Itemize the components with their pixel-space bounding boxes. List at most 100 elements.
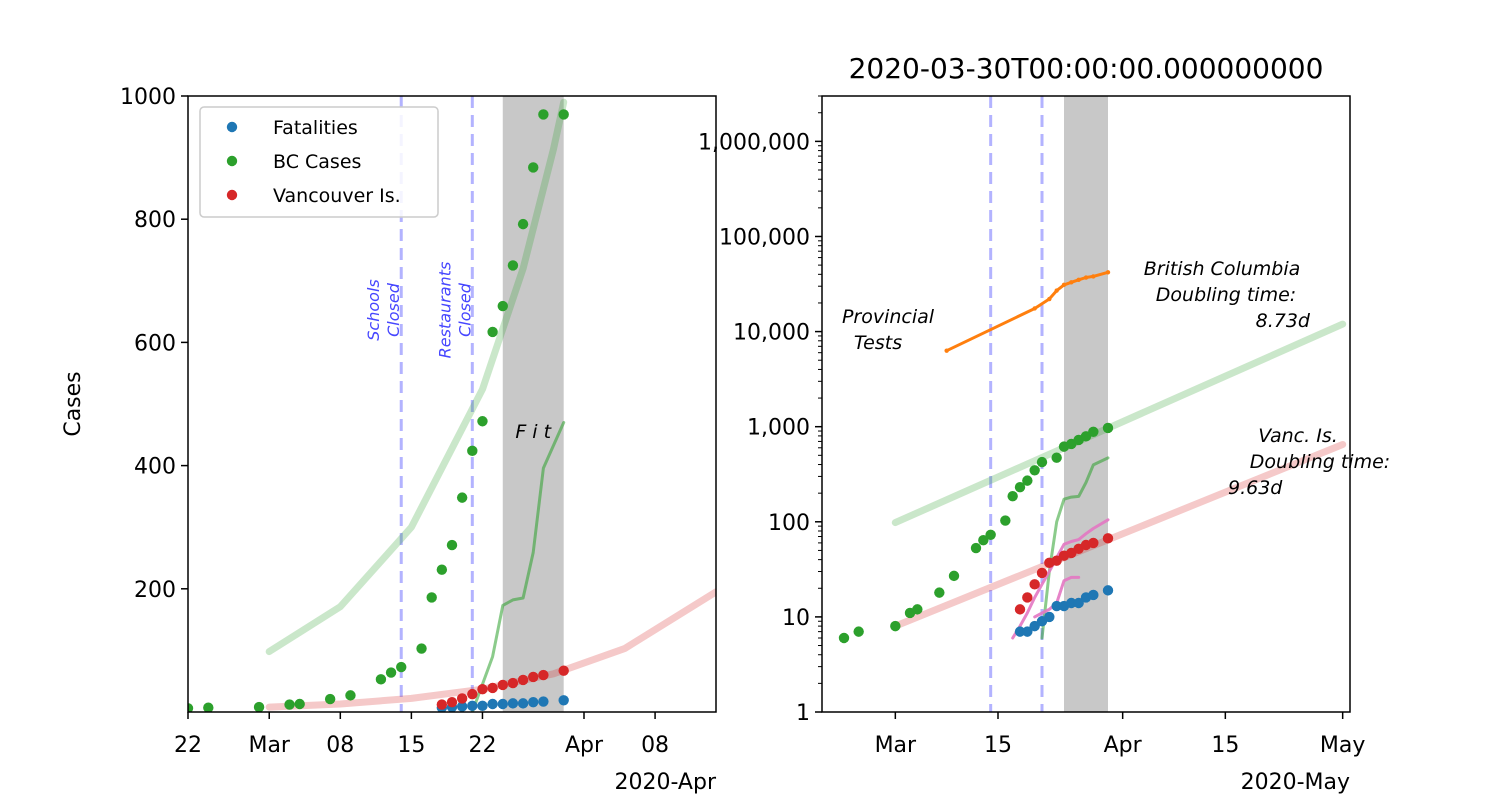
y-tick-label: 10,000 — [733, 321, 810, 346]
axes-frame — [187, 95, 717, 713]
data-point-fatalities — [1044, 611, 1055, 623]
y-tick-label: 100 — [768, 511, 810, 536]
data-point-bc-cases — [1029, 465, 1040, 476]
x-tick-label: 15 — [984, 733, 1012, 758]
tests-line — [945, 270, 1110, 353]
data-point-bc-cases — [528, 162, 539, 173]
data-point-bc-cases — [284, 699, 295, 710]
data-point-vancouver-is — [1029, 579, 1040, 590]
legend-marker — [226, 189, 238, 201]
legend-label: Vancouver Is. — [273, 185, 401, 207]
data-point-fatalities — [528, 696, 539, 708]
data-point-bc-cases — [477, 416, 488, 427]
data-point-bc-cases — [375, 674, 387, 685]
data-point-bc-cases — [456, 492, 468, 503]
legend-marker — [226, 121, 238, 133]
data-point-fatalities — [1102, 585, 1114, 596]
data-point-fatalities — [1066, 597, 1077, 609]
data-point-bc-cases — [487, 326, 498, 338]
data-point-bc-cases — [912, 604, 923, 615]
data-point-fatalities — [1088, 589, 1099, 601]
tests-point — [1091, 274, 1096, 279]
data-point-vancouver-is — [1014, 604, 1026, 615]
fit-line — [891, 441, 1347, 630]
data-point-fatalities — [517, 698, 529, 709]
data-point-bc-cases — [517, 218, 529, 230]
data-point-vancouver-is — [538, 669, 549, 681]
data-point-vancouver-is — [1022, 592, 1033, 603]
data-point-bc-cases — [203, 702, 214, 712]
tests-point — [1083, 275, 1089, 280]
event-label-line: Restaurants — [435, 262, 454, 359]
data-point-bc-cases — [1014, 482, 1026, 493]
bc-doubling-annotation: Doubling time: — [1156, 284, 1296, 306]
data-point-bc-cases — [985, 529, 996, 540]
plot-area — [188, 96, 716, 712]
data-point-bc-cases — [345, 690, 356, 701]
data-point-bc-cases — [1088, 426, 1099, 437]
data-point-bc-cases — [188, 703, 194, 712]
x-tick-label: 08 — [326, 733, 354, 758]
data-point-fatalities — [1073, 597, 1084, 609]
data-point-fatalities — [477, 700, 488, 712]
data-point-bc-cases — [436, 564, 448, 575]
data-point-vancouver-is — [467, 688, 478, 700]
data-point-vancouver-is — [497, 679, 508, 691]
data-point-bc-cases — [853, 626, 864, 637]
data-point-bc-cases — [385, 667, 397, 678]
tests-point — [1076, 277, 1081, 283]
data-point-fatalities — [558, 695, 569, 706]
legend-marker — [226, 155, 238, 167]
legend-label: Fatalities — [273, 117, 358, 139]
x-tick-label: May — [1320, 733, 1365, 758]
x-tick-label: Mar — [248, 733, 290, 758]
data-point-vancouver-is — [477, 684, 488, 695]
data-point-fatalities — [1014, 626, 1026, 637]
data-point-fatalities — [497, 698, 508, 710]
data-point-bc-cases — [1036, 456, 1048, 468]
data-point-bc-cases — [970, 542, 982, 554]
data-point-bc-cases — [1000, 515, 1011, 526]
tests-annotation: Tests — [854, 332, 902, 354]
legend-box — [199, 106, 439, 218]
data-point-bc-cases — [558, 109, 569, 120]
y-tick-label: 100,000 — [719, 225, 810, 250]
data-point-vancouver-is — [1036, 567, 1048, 579]
y-tick-label: 10 — [782, 606, 810, 631]
x-tick-label: Apr — [1104, 733, 1143, 758]
data-point-bc-cases — [253, 701, 265, 712]
trend-line — [470, 421, 566, 712]
tests-point — [1105, 270, 1111, 275]
data-point-bc-cases — [838, 632, 850, 644]
y-tick-label: 600 — [134, 331, 176, 356]
tests-point — [1032, 306, 1037, 311]
data-point-vancouver-is — [487, 682, 498, 694]
panel-left: 22 Mar 08 15 22 Apr 08 2020-Apr 200 400 600 800 1000… — [61, 85, 717, 795]
shaded-span — [502, 96, 564, 712]
y-tick-label: 800 — [134, 208, 176, 233]
shaded-span — [1064, 96, 1108, 712]
tests-point — [1061, 282, 1067, 288]
data-point-bc-cases — [1007, 490, 1018, 502]
data-point-fatalities — [487, 698, 498, 710]
data-point-fatalities — [1051, 600, 1062, 612]
legend: Fatalities BC Cases Vancouver Is. — [199, 106, 439, 218]
data-point-bc-cases — [446, 539, 458, 551]
axes-frame — [821, 95, 1351, 713]
legend-label: BC Cases — [273, 151, 361, 173]
data-point-fatalities — [507, 698, 519, 709]
data-point-bc-cases — [416, 643, 427, 654]
data-point-fatalities — [1022, 626, 1033, 637]
trend-line — [1040, 456, 1110, 640]
data-point-fatalities — [1029, 620, 1040, 632]
bc-doubling-annotation: British Columbia — [1144, 258, 1301, 280]
tests-point — [944, 348, 949, 353]
data-point-bc-cases — [324, 693, 336, 705]
y-tick-label: 200 — [134, 578, 176, 603]
data-point-bc-cases — [507, 260, 519, 271]
data-point-vancouver-is — [507, 677, 519, 689]
data-point-fatalities — [456, 701, 468, 712]
data-point-bc-cases — [426, 592, 437, 603]
